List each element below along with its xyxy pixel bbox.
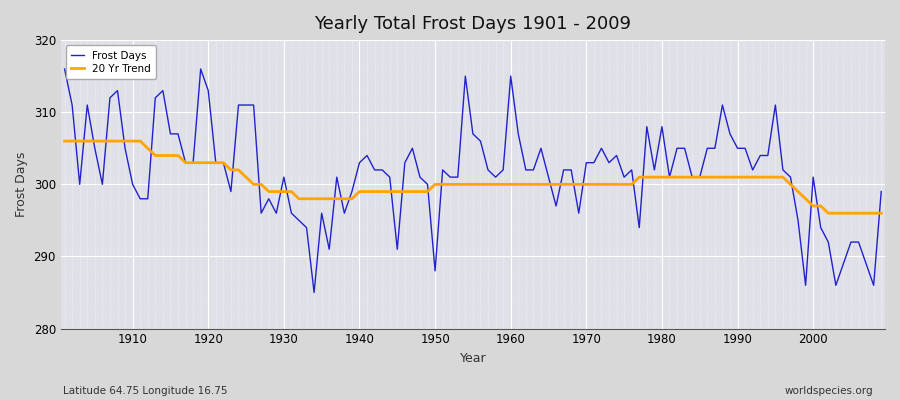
20 Yr Trend [286, 189, 297, 194]
Frost Days [286, 211, 297, 216]
20 Yr Trend [505, 182, 516, 187]
20 Yr Trend [823, 211, 833, 216]
Frost Days [505, 74, 516, 78]
20 Yr Trend [59, 139, 70, 144]
Text: worldspecies.org: worldspecies.org [785, 386, 873, 396]
20 Yr Trend [876, 211, 886, 216]
Frost Days [309, 290, 320, 295]
Frost Days [513, 132, 524, 136]
Frost Days [59, 66, 70, 71]
20 Yr Trend [498, 182, 508, 187]
20 Yr Trend [120, 139, 130, 144]
Y-axis label: Frost Days: Frost Days [15, 152, 28, 217]
Frost Days [876, 189, 886, 194]
Line: Frost Days: Frost Days [65, 69, 881, 292]
X-axis label: Year: Year [460, 352, 486, 365]
Line: 20 Yr Trend: 20 Yr Trend [65, 141, 881, 213]
Frost Days [339, 211, 350, 216]
Title: Yearly Total Frost Days 1901 - 2009: Yearly Total Frost Days 1901 - 2009 [314, 15, 632, 33]
20 Yr Trend [331, 196, 342, 201]
Frost Days [120, 146, 130, 151]
Text: Latitude 64.75 Longitude 16.75: Latitude 64.75 Longitude 16.75 [63, 386, 228, 396]
Legend: Frost Days, 20 Yr Trend: Frost Days, 20 Yr Trend [66, 45, 156, 79]
20 Yr Trend [596, 182, 607, 187]
Frost Days [604, 160, 615, 165]
